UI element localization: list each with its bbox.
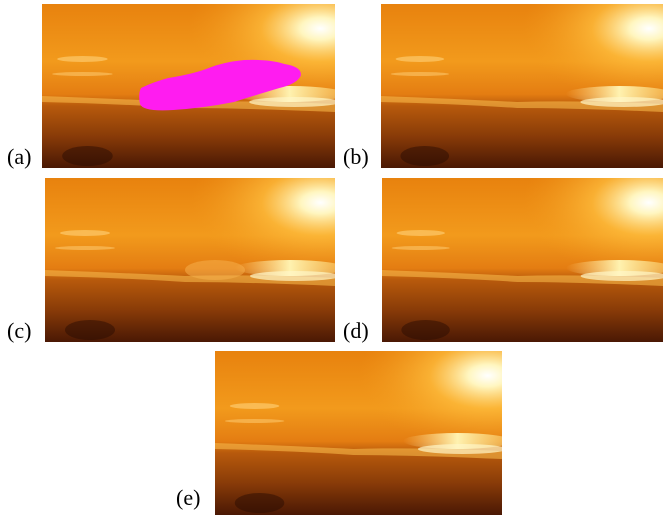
panel-label: (b) [343, 144, 369, 170]
image-c [45, 178, 335, 342]
image-a [42, 4, 335, 168]
panel-label: (a) [7, 144, 31, 170]
figure: (a) (b) (c) (d) (e) [0, 0, 663, 519]
image-b [381, 4, 663, 168]
panel-label: (d) [343, 318, 369, 344]
image-d [382, 178, 663, 342]
panel-label: (e) [176, 485, 200, 511]
panel-label: (c) [7, 318, 31, 344]
image-e [215, 351, 502, 515]
